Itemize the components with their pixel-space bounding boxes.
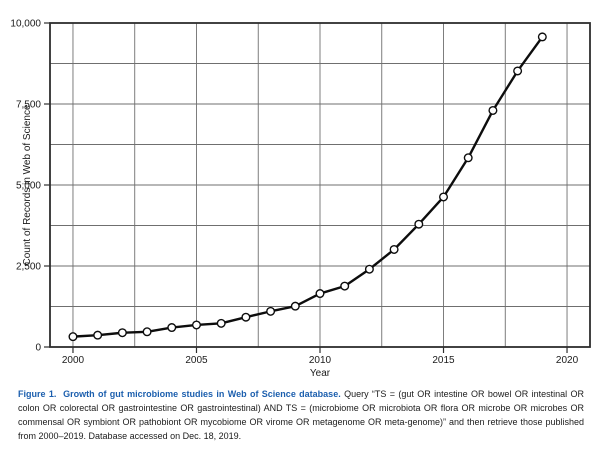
data-point <box>488 105 498 115</box>
figure-caption-body: Query “TS = (gut OR intestine OR bowel O… <box>18 389 584 441</box>
y-tick-label: 0 <box>35 343 41 354</box>
y-tick-label: 7,500 <box>16 100 41 111</box>
data-point <box>315 289 325 299</box>
data-point <box>167 323 177 333</box>
data-point <box>266 306 276 316</box>
figure-caption-title: Figure 1. Growth of gut microbiome studi… <box>18 389 341 399</box>
data-point <box>537 32 547 42</box>
data-point <box>191 320 201 330</box>
data-point <box>216 318 226 328</box>
chart-area: 0 2,500 5,000 7,500 10,000 2000 2005 2010 2015 20… <box>10 19 591 379</box>
x-tick-label: 2020 <box>556 355 579 366</box>
data-point <box>340 281 350 291</box>
data-point <box>93 330 103 340</box>
data-point <box>117 328 127 338</box>
x-axis-title: Year <box>310 368 331 379</box>
x-tick-label: 2000 <box>62 355 85 366</box>
data-point <box>439 192 449 202</box>
data-point <box>241 312 251 322</box>
data-point <box>290 301 300 311</box>
figure-caption: Figure 1. Growth of gut microbiome studi… <box>18 387 584 443</box>
x-tick-label: 2010 <box>309 355 332 366</box>
data-point <box>463 153 473 163</box>
y-tick-label: 2,500 <box>16 262 41 273</box>
y-tick-label: 5,000 <box>16 181 41 192</box>
series-line <box>71 35 544 338</box>
data-point <box>68 332 78 342</box>
x-tick-label: 2005 <box>185 355 208 366</box>
growth-line-chart: 0 2,500 5,000 7,500 10,000 2000 2005 2010 2015 20… <box>10 19 591 379</box>
data-point <box>364 264 374 274</box>
data-point <box>414 219 424 229</box>
y-axis-title: Count of Records in Web of Science <box>22 104 33 265</box>
data-point <box>513 66 523 76</box>
data-point <box>389 244 399 254</box>
data-point <box>142 327 152 337</box>
y-tick-label: 10,000 <box>10 19 41 30</box>
x-tick-label: 2015 <box>432 355 455 366</box>
